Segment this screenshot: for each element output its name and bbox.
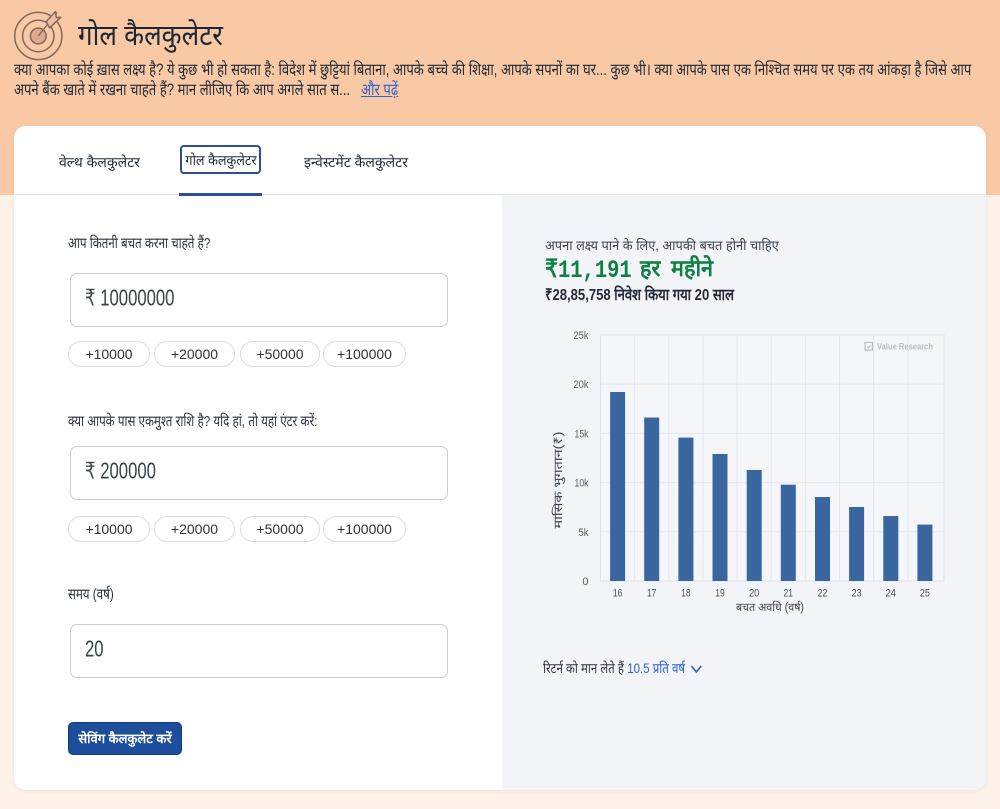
svg-text:17: 17 bbox=[647, 588, 657, 600]
svg-text:मासिक भुगतान(₹): मासिक भुगतान(₹) bbox=[551, 431, 566, 528]
svg-text:25: 25 bbox=[920, 588, 930, 600]
svg-text:20: 20 bbox=[749, 588, 760, 600]
svg-text:22: 22 bbox=[818, 588, 828, 600]
svg-text:24: 24 bbox=[886, 588, 897, 600]
svg-text:25k: 25k bbox=[574, 330, 589, 342]
svg-text:16: 16 bbox=[613, 588, 623, 600]
svg-text:15k: 15k bbox=[575, 428, 589, 440]
svg-text:Value Research: Value Research bbox=[877, 342, 933, 352]
svg-text:19: 19 bbox=[715, 588, 725, 600]
svg-text:5k: 5k bbox=[579, 527, 589, 539]
svg-text:21: 21 bbox=[784, 588, 794, 600]
svg-text:18: 18 bbox=[681, 588, 691, 600]
svg-text:0: 0 bbox=[582, 576, 588, 588]
svg-text:23: 23 bbox=[852, 588, 862, 600]
svg-text:10k: 10k bbox=[575, 478, 589, 490]
svg-text:20k: 20k bbox=[574, 379, 589, 391]
svg-text:बचत अवधि (वर्ष): बचत अवधि (वर्ष) bbox=[736, 600, 804, 614]
